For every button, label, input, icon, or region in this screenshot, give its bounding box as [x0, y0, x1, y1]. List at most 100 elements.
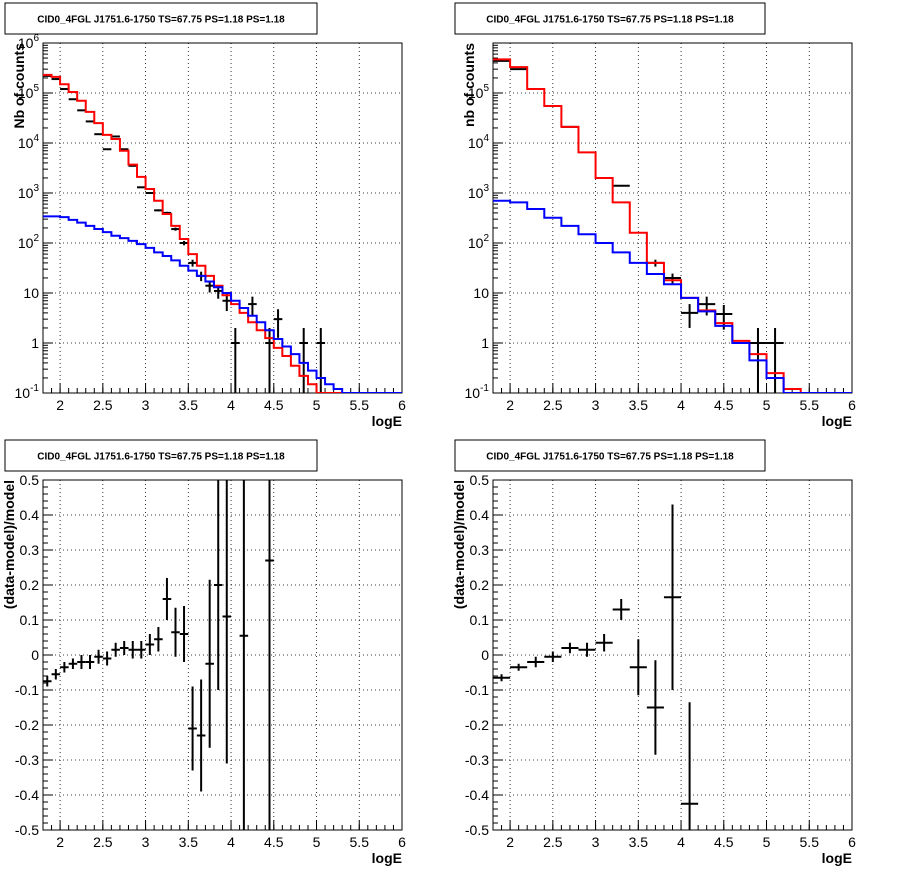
y-tick-label: 102 [468, 233, 490, 251]
x-tick-label: 2.5 [93, 834, 113, 850]
y-tick-label: 0.2 [20, 577, 40, 593]
model-source-histogram [43, 215, 402, 393]
y-tick-label: 105 [468, 83, 490, 101]
y-tick-label: 0.4 [470, 507, 490, 523]
y-tick-label: -0.4 [465, 787, 489, 803]
model-total-histogram [43, 73, 402, 393]
y-tick-label: 0.4 [20, 507, 40, 523]
panel-title: CID0_4FGL J1751.6-1750 TS=67.75 PS=1.18 … [37, 452, 285, 463]
x-tick-label: 6 [848, 834, 856, 850]
x-tick-label: 4.5 [264, 834, 284, 850]
y-tick-label: 0 [31, 647, 39, 663]
y-tick-label: 0.1 [20, 612, 40, 628]
plot-area [493, 58, 852, 393]
x-tick-label: 5 [313, 397, 321, 413]
x-tick-label: 5.5 [800, 397, 820, 413]
x-tick-label: 3.5 [179, 397, 199, 413]
panel-title-box [4, 2, 318, 35]
y-tick-label: 10 [23, 285, 39, 301]
x-tick-label: 2.5 [93, 397, 113, 413]
y-tick-label: -0.1 [465, 682, 489, 698]
x-tick-label: 4 [677, 834, 685, 850]
grid-lines [43, 42, 403, 394]
panel-title-box [454, 439, 766, 472]
y-axis-title: nb of counts [461, 43, 477, 127]
x-axis-title: logE [372, 413, 402, 429]
y-axis-title: (data-model)/model [451, 480, 467, 609]
x-tick-label: 6 [398, 834, 406, 850]
panel-title: CID0_4FGL J1751.6-1750 TS=67.75 PS=1.18 … [486, 452, 734, 463]
y-tick-label: -0.2 [465, 717, 489, 733]
panel-2: CID0_4FGL J1751.6-1750 TS=67.75 PS=1.18 … [454, 2, 856, 429]
x-tick-label: 2.5 [543, 397, 563, 413]
x-tick-label: 5 [763, 397, 771, 413]
y-tick-label: 0.1 [470, 612, 490, 628]
x-tick-label: 2 [506, 397, 514, 413]
x-tick-label: 5.5 [350, 397, 370, 413]
plot-frame [42, 42, 403, 394]
panel-4: CID0_4FGL J1751.6-1750 TS=67.75 PS=1.18 … [451, 439, 856, 866]
y-tick-label: 106 [18, 33, 40, 51]
y-tick-label: 105 [18, 83, 40, 101]
x-tick-label: 3.5 [629, 397, 649, 413]
y-tick-label: -0.3 [15, 752, 39, 768]
y-tick-label: 0.2 [470, 577, 490, 593]
x-tick-label: 3 [142, 834, 150, 850]
x-tick-label: 3 [142, 397, 150, 413]
x-axis-title: logE [372, 850, 402, 866]
plot-area [493, 504, 699, 830]
x-tick-label: 4 [227, 397, 235, 413]
x-tick-label: 2 [56, 397, 64, 413]
x-tick-label: 5 [313, 834, 321, 850]
y-tick-label: 1 [481, 335, 489, 351]
x-tick-label: 5.5 [350, 834, 370, 850]
y-tick-label: -0.5 [465, 822, 489, 838]
y-tick-label: -0.3 [465, 752, 489, 768]
y-tick-label: 0.3 [470, 542, 490, 558]
x-tick-label: 3 [592, 397, 600, 413]
y-tick-label: -0.5 [15, 822, 39, 838]
y-tick-label: -0.1 [15, 682, 39, 698]
y-tick-label: 0.5 [470, 472, 490, 488]
plot-area [43, 73, 402, 393]
x-tick-label: 2 [506, 834, 514, 850]
x-tick-label: 3.5 [179, 834, 199, 850]
x-tick-label: 4 [677, 397, 685, 413]
x-tick-label: 5 [763, 834, 771, 850]
y-tick-label: 1 [31, 335, 39, 351]
x-tick-label: 6 [398, 397, 406, 413]
y-tick-label: 102 [18, 233, 40, 251]
panel-title: CID0_4FGL J1751.6-1750 TS=67.75 PS=1.18 … [486, 15, 734, 26]
y-tick-label: 10-1 [15, 383, 40, 401]
y-tick-label: -0.2 [15, 717, 39, 733]
y-tick-label: 10 [473, 285, 489, 301]
y-axis-title: (data-model)/model [1, 480, 17, 609]
y-tick-label: 0.5 [20, 472, 40, 488]
y-tick-label: -0.4 [15, 787, 39, 803]
y-axis-title: Nb of counts [11, 43, 27, 129]
panel-3: CID0_4FGL J1751.6-1750 TS=67.75 PS=1.18 … [1, 439, 406, 866]
x-tick-label: 2 [56, 834, 64, 850]
model-source-histogram [493, 199, 852, 393]
x-tick-label: 5.5 [800, 834, 820, 850]
plot-frame [42, 479, 403, 831]
y-tick-label: 0.3 [20, 542, 40, 558]
y-tick-label: 10-1 [465, 383, 490, 401]
panel-title-box [454, 2, 766, 35]
panel-title: CID0_4FGL J1751.6-1750 TS=67.75 PS=1.18 … [37, 15, 285, 26]
y-tick-label: 103 [18, 183, 40, 201]
y-tick-label: 104 [18, 133, 40, 151]
grid-lines [43, 479, 403, 831]
x-axis-title: logE [822, 850, 852, 866]
plot-area [43, 480, 274, 830]
model-total-histogram [493, 58, 852, 393]
x-tick-label: 4.5 [714, 834, 734, 850]
x-tick-label: 6 [848, 397, 856, 413]
x-tick-label: 3 [592, 834, 600, 850]
x-tick-label: 2.5 [543, 834, 563, 850]
x-tick-label: 4.5 [264, 397, 284, 413]
y-tick-label: 104 [468, 133, 490, 151]
y-tick-label: 0 [481, 647, 489, 663]
x-tick-label: 3.5 [629, 834, 649, 850]
